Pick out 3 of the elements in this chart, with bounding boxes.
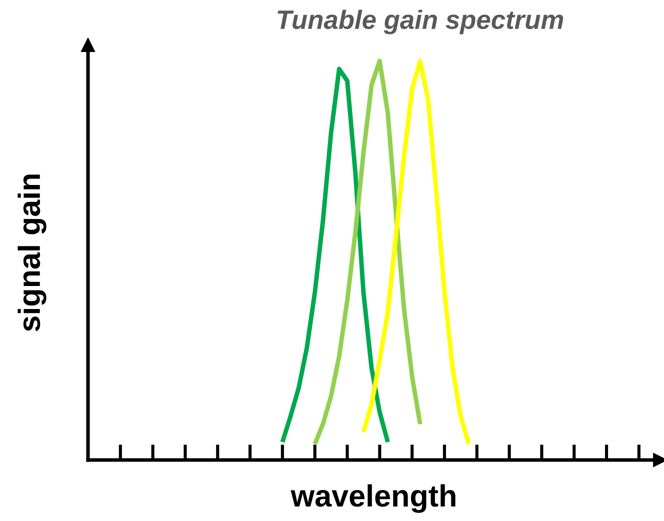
y-axis-title: signal gain xyxy=(18,174,46,332)
chart-title: Tunable gain spectrum xyxy=(278,10,564,34)
x-axis-title: wavelength xyxy=(290,484,456,513)
